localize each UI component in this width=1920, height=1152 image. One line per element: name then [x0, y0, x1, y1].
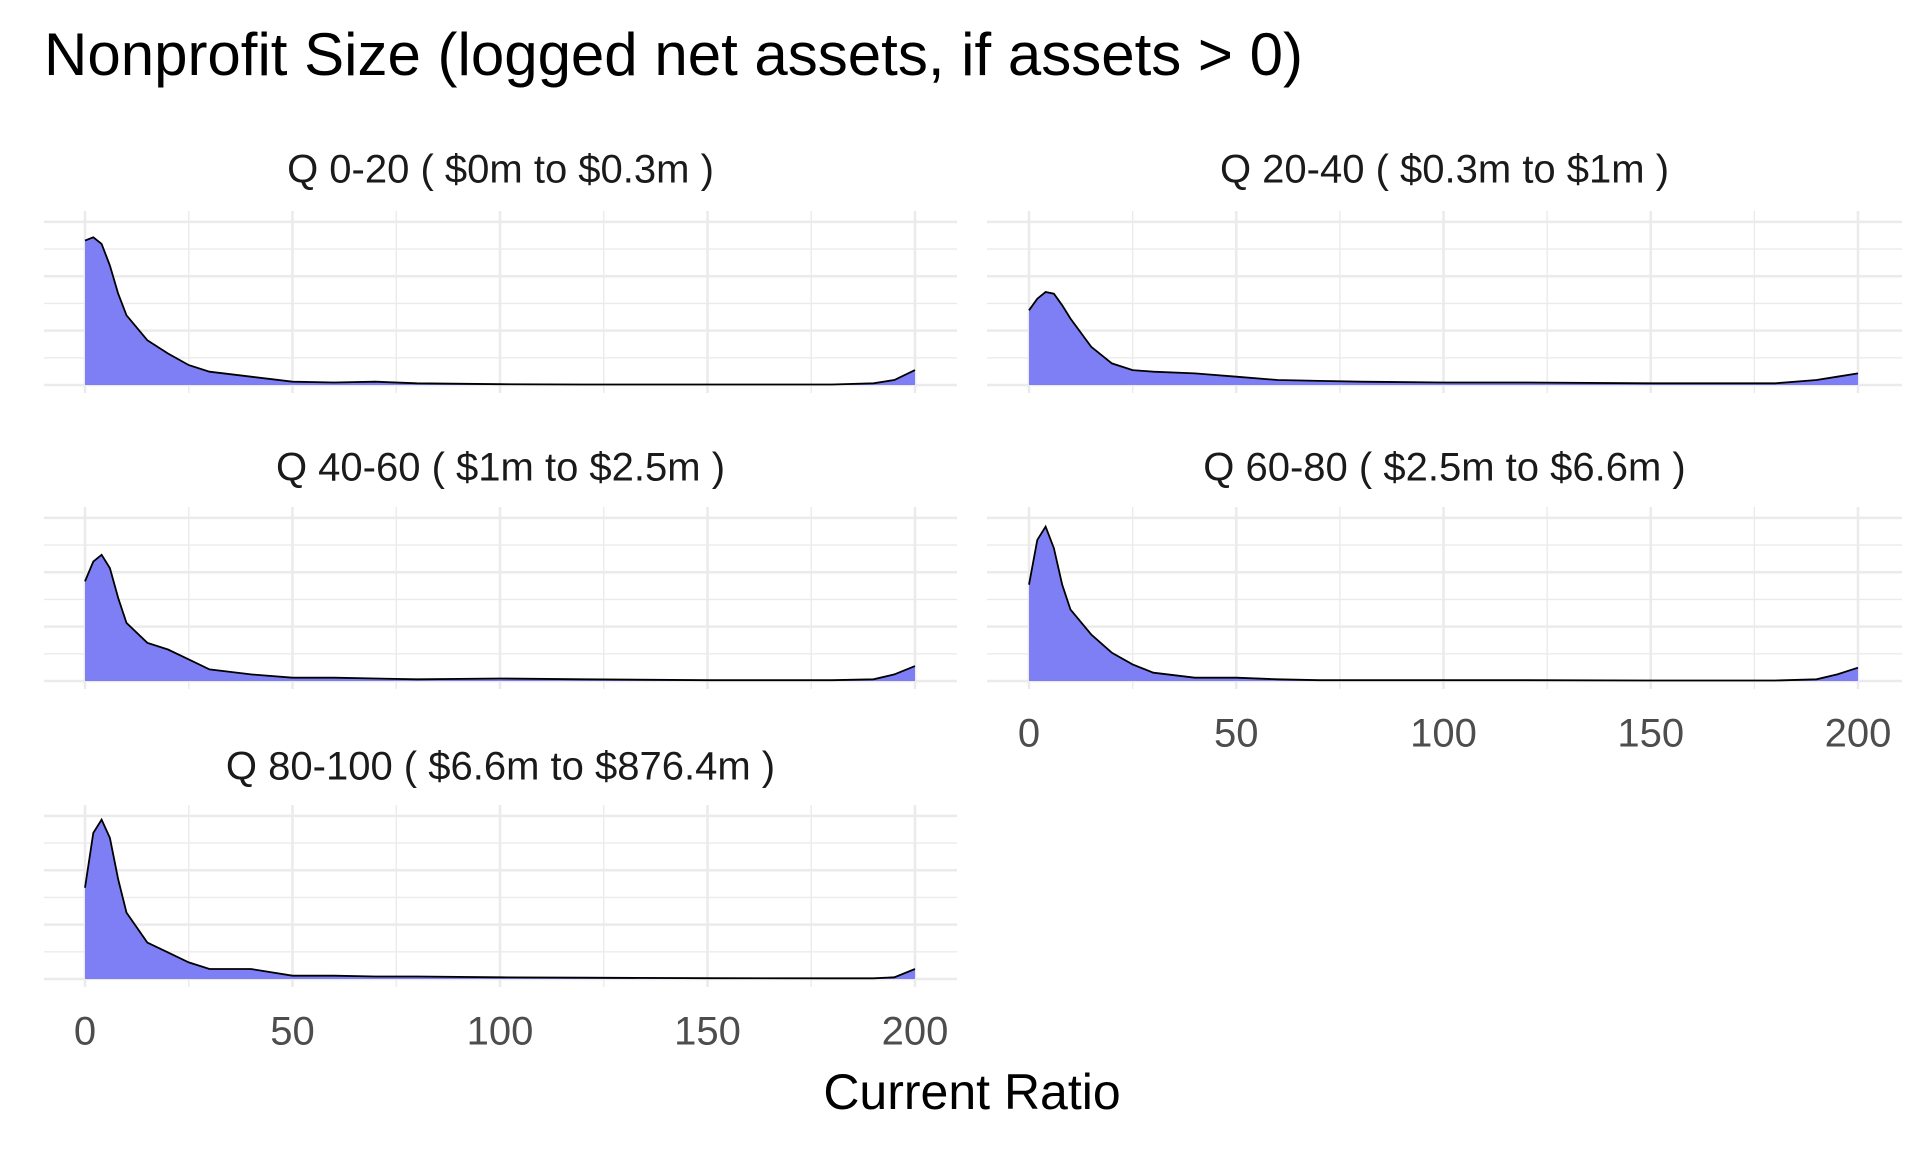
density-area — [1029, 526, 1858, 681]
x-tick-label: 0 — [1018, 712, 1040, 756]
density-area — [85, 237, 915, 385]
density-line — [1028, 291, 1859, 385]
chart-title: Nonprofit Size (logged net assets, if as… — [44, 21, 1303, 88]
density-line — [84, 817, 916, 980]
density-area — [85, 819, 915, 979]
x-tick-label: 100 — [467, 1010, 534, 1054]
density-area — [85, 554, 915, 681]
panel-title: Q 20-40 ( $0.3m to $1m ) — [1220, 148, 1669, 192]
density-line — [84, 236, 916, 386]
density-line — [84, 553, 916, 682]
x-tick-label: 50 — [1214, 712, 1259, 756]
x-tick-label: 100 — [1410, 712, 1477, 756]
panel-title: Q 60-80 ( $2.5m to $6.6m ) — [1203, 446, 1685, 490]
panel-title: Q 0-20 ( $0m to $0.3m ) — [287, 148, 714, 192]
density-area — [1029, 292, 1858, 385]
x-tick-label: 150 — [1617, 712, 1684, 756]
density-line — [1028, 524, 1859, 682]
x-tick-label: 200 — [1825, 712, 1892, 756]
x-tick-label: 0 — [74, 1010, 96, 1054]
panel-title: Q 40-60 ( $1m to $2.5m ) — [276, 446, 725, 490]
panel-title: Q 80-100 ( $6.6m to $876.4m ) — [226, 745, 775, 789]
x-tick-label: 150 — [674, 1010, 741, 1054]
x-tick-label: 200 — [882, 1010, 949, 1054]
x-tick-label: 50 — [270, 1010, 315, 1054]
x-axis-label: Current Ratio — [823, 1064, 1120, 1120]
